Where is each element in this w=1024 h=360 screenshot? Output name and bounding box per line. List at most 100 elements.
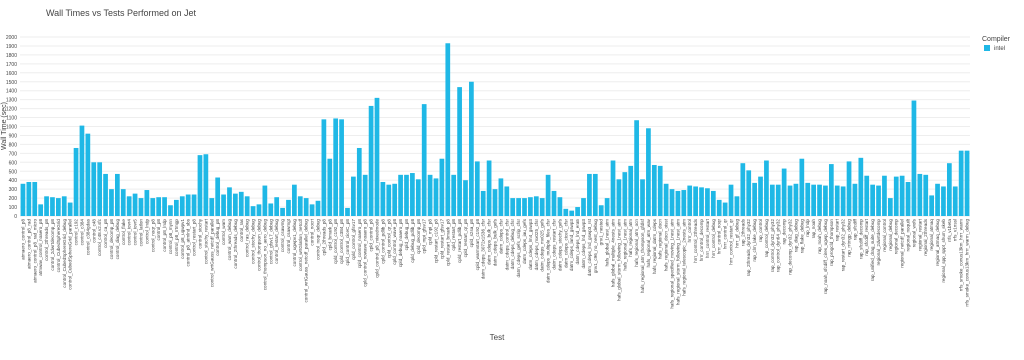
- bar: [73, 147, 79, 216]
- x-tick-label: control_CubedSphereGrid_parallel: [68, 219, 73, 290]
- y-tick-label: 1400: [6, 89, 17, 95]
- x-tick-label: datm_cdeps_ciceC_cfsr: [563, 219, 568, 268]
- x-tick-label: cpld_control_qr_p8: [386, 219, 391, 259]
- y-axis-label: Wall Time (sec): [1, 102, 8, 150]
- x-tick-label: control_ugwpv1_debug: [292, 219, 297, 267]
- bar: [935, 183, 940, 216]
- y-tick-label: 1200: [6, 107, 17, 113]
- bar: [587, 173, 592, 216]
- bar: [882, 175, 887, 216]
- y-tick-label: 600: [9, 160, 18, 166]
- x-tick-label: cpld_control_pdlib_p8: [380, 219, 385, 264]
- x-tick-label: rap_restart_dyn32_phy32: [841, 219, 846, 272]
- bar: [238, 191, 244, 216]
- bar: [699, 187, 704, 216]
- x-tick-label: hafs_regional_1nest_atm: [622, 219, 627, 271]
- x-tick-label: rap_control_dyn64_phy32: [776, 219, 781, 273]
- x-tick-label: control_restart_debug: [274, 219, 279, 264]
- bar: [292, 184, 297, 216]
- bar: [126, 196, 132, 216]
- bar: [616, 179, 622, 216]
- x-tick-label: datm_cdeps_multiple_files_cfsr: [546, 219, 551, 284]
- bar: [138, 198, 144, 216]
- x-tick-label: control_p8: [156, 219, 161, 241]
- bar: [410, 173, 415, 216]
- bar: [911, 100, 917, 216]
- x-tick-label: datm_cdeps_land_gswp3: [569, 219, 574, 272]
- bar: [439, 158, 445, 216]
- bar: [85, 133, 91, 216]
- bar: [758, 176, 763, 216]
- bar: [769, 184, 775, 216]
- bar: [805, 182, 811, 216]
- y-tick-label: 1800: [6, 53, 17, 59]
- bar: [486, 160, 492, 216]
- x-tick-label: hafs_regional_atm_thompson_gfdlsf: [640, 218, 645, 293]
- bar: [610, 160, 616, 216]
- x-tick-label: control_wrtGauss_netcdf_parallel: [209, 219, 214, 287]
- x-tick-label: control_stochy: [197, 218, 202, 248]
- x-tick-label: rap_2threads_dyn32_phy32: [746, 219, 751, 277]
- x-tick-label: control_p8_lndp: [162, 219, 167, 252]
- bar: [339, 119, 344, 216]
- bar: [150, 198, 156, 216]
- x-tick-label: rap_rrtmgp_debug: [847, 219, 852, 257]
- bar: [775, 184, 781, 216]
- bar: [351, 176, 356, 216]
- bar: [522, 198, 527, 216]
- x-tick-label: datm_cdeps_mx025_cfsr: [534, 219, 539, 271]
- x-tick-label: rap_unified_drag_suite_debug: [870, 219, 875, 282]
- x-tick-label: control_wrtGlatlon_netcdf: [298, 218, 303, 271]
- x-tick-label: datm_cdeps_control_cfsr: [504, 219, 509, 271]
- x-tick-label: control_debug_p8: [215, 219, 220, 256]
- bar: [256, 204, 262, 216]
- bar: [846, 161, 852, 216]
- x-tick-label: cpld_warmstart_c192_p8: [475, 219, 480, 271]
- bar: [469, 81, 474, 216]
- x-tick-label: rap_restart: [835, 218, 840, 241]
- x-tick-label: datm_cdeps_gefs_scrip_cfsr: [516, 219, 521, 278]
- bar: [433, 178, 439, 216]
- bar: [280, 207, 285, 216]
- y-tick-label: 200: [9, 196, 18, 202]
- bar: [132, 193, 138, 216]
- x-tick-label: control_c48: [91, 219, 96, 243]
- x-tick-label: datm_cdeps_debug_cfsr: [510, 219, 515, 270]
- bar: [533, 196, 539, 216]
- x-tick-label: regional_2threads: [923, 218, 928, 255]
- bar: [398, 174, 403, 216]
- bar: [539, 198, 545, 216]
- bar: [97, 162, 103, 216]
- bar: [451, 174, 457, 216]
- x-tick-label: rrfs_smoke_conus13km_hrrr_warm_debug: [965, 219, 970, 307]
- bar: [162, 197, 167, 216]
- x-tick-label: control_wam_debug: [227, 219, 232, 261]
- bar: [480, 190, 486, 216]
- x-tick-label: cpld_restart_c192_p8: [433, 219, 438, 264]
- bar: [828, 164, 834, 216]
- x-tick-label: regional_control: [882, 219, 887, 252]
- x-tick-label: control_c48.v2.sfc: [97, 218, 102, 256]
- bar: [227, 187, 232, 216]
- x-tick-label: regional_decomp: [894, 219, 899, 255]
- x-tick-label: control_c384: [79, 219, 84, 246]
- x-tick-label: hrrr_control_restart_qr: [729, 219, 734, 265]
- bar: [498, 178, 504, 216]
- bar: [115, 173, 120, 216]
- y-tick-label: 1000: [6, 125, 17, 131]
- x-tick-label: control_2threads_p8: [44, 219, 49, 261]
- bar: [321, 119, 327, 216]
- x-tick-label: cpld_restart_p8: [451, 219, 456, 251]
- x-tick-label: control_gfsv17_debug: [268, 219, 273, 265]
- bar: [474, 161, 480, 216]
- bar: [120, 189, 126, 216]
- bar: [964, 150, 970, 216]
- x-tick-label: datm_cdeps_bulk_cfsr: [487, 219, 492, 265]
- x-tick-label: hafs_global_multiple_4nests_atm: [611, 219, 616, 287]
- y-tick-label: 0: [14, 214, 17, 220]
- bar: [221, 194, 226, 216]
- bar: [415, 179, 421, 216]
- x-tick-label: hrrr_control_noqr: [717, 219, 722, 255]
- x-tick-label: rap_noah_sfcdiff_cires_ugwp_debug: [823, 219, 828, 294]
- x-tick-label: cpld_debug_noaero_p8: [398, 219, 403, 268]
